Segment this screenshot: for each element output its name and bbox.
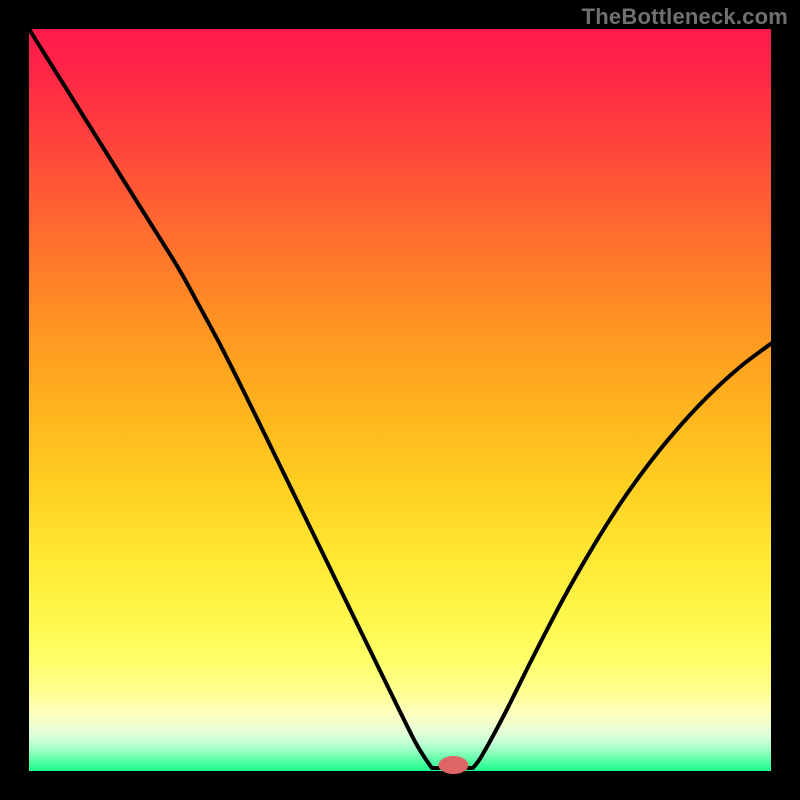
optimal-marker [438,756,468,774]
bottleneck-chart [0,0,800,800]
watermark-label: TheBottleneck.com [582,4,788,30]
plot-background [29,29,771,771]
